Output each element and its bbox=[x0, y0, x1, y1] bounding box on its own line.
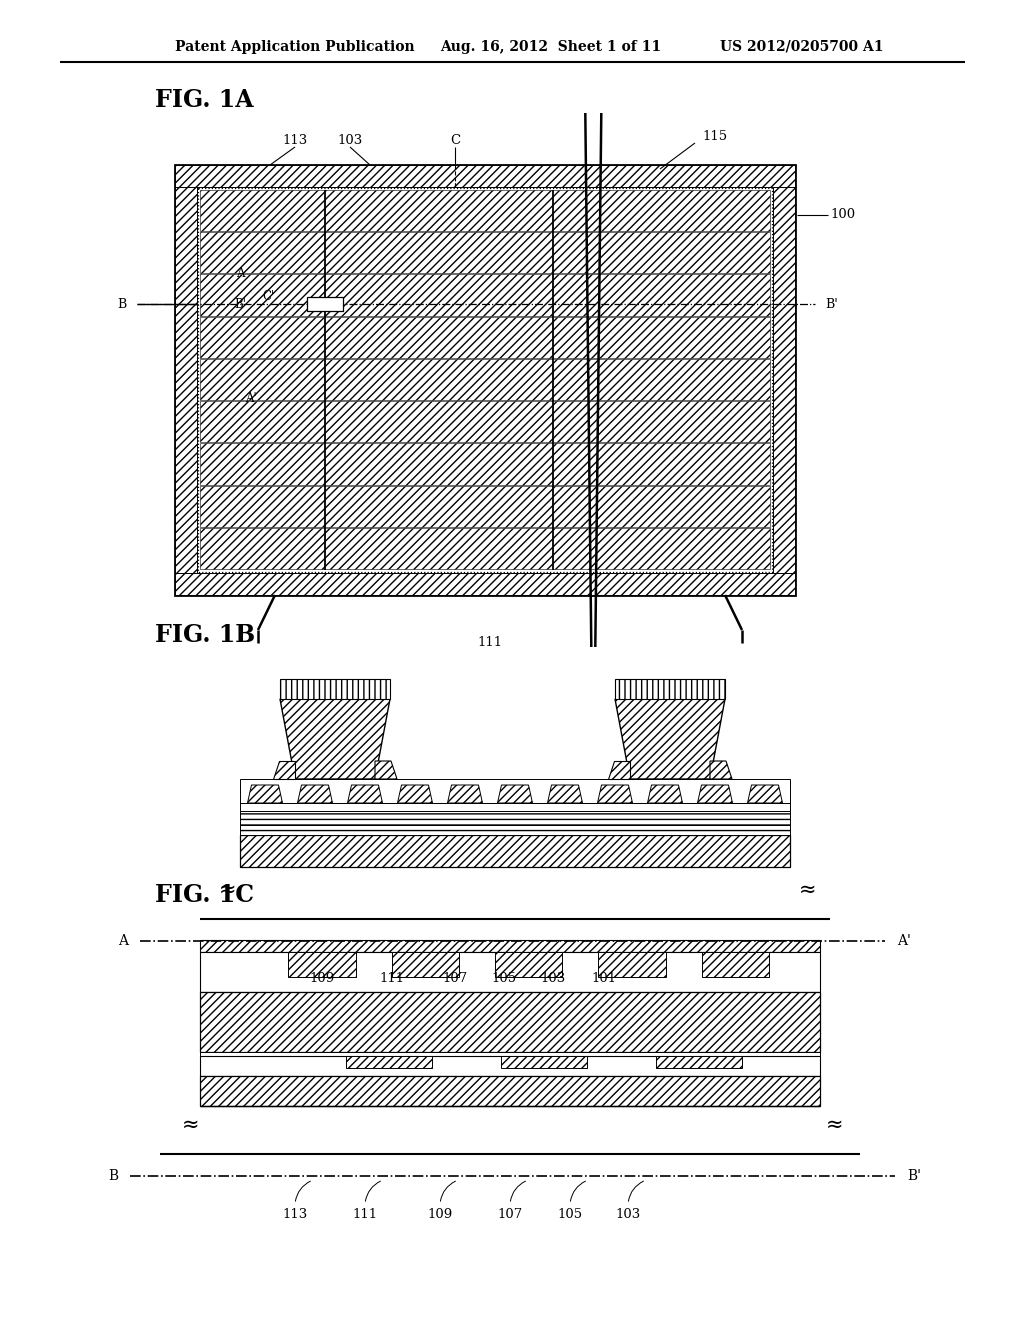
Text: 109: 109 bbox=[309, 973, 335, 986]
Bar bbox=[200, 317, 770, 358]
Bar bbox=[200, 1076, 820, 1106]
Bar bbox=[200, 993, 820, 1052]
Polygon shape bbox=[615, 700, 725, 779]
Bar bbox=[200, 952, 820, 993]
Polygon shape bbox=[273, 762, 295, 779]
Text: $\approx$: $\approx$ bbox=[177, 1114, 199, 1134]
Polygon shape bbox=[298, 785, 333, 803]
Text: 107: 107 bbox=[442, 973, 468, 986]
Bar bbox=[289, 952, 355, 977]
Text: C: C bbox=[450, 133, 460, 147]
Text: 103: 103 bbox=[615, 1208, 641, 1221]
Bar bbox=[240, 825, 790, 836]
Polygon shape bbox=[608, 762, 630, 779]
Bar bbox=[346, 1056, 432, 1068]
Bar bbox=[200, 1056, 820, 1076]
Text: A': A' bbox=[897, 935, 911, 948]
Polygon shape bbox=[447, 785, 482, 803]
Text: FIG. 1A: FIG. 1A bbox=[155, 88, 254, 112]
Bar bbox=[200, 528, 770, 569]
Bar bbox=[200, 940, 820, 952]
Text: $\approx$: $\approx$ bbox=[821, 1114, 843, 1134]
Text: 115: 115 bbox=[702, 131, 728, 144]
Bar bbox=[598, 952, 666, 977]
Text: Aug. 16, 2012  Sheet 1 of 11: Aug. 16, 2012 Sheet 1 of 11 bbox=[440, 40, 662, 54]
Text: 105: 105 bbox=[492, 973, 516, 986]
Polygon shape bbox=[347, 785, 383, 803]
Text: 101: 101 bbox=[592, 973, 616, 986]
Text: $\approx$: $\approx$ bbox=[214, 879, 236, 899]
Bar bbox=[200, 1052, 820, 1056]
Bar bbox=[200, 401, 770, 442]
Bar bbox=[175, 165, 795, 187]
Text: 105: 105 bbox=[557, 1208, 583, 1221]
Bar bbox=[656, 1056, 741, 1068]
Polygon shape bbox=[748, 785, 782, 803]
Text: B: B bbox=[118, 297, 127, 310]
Bar bbox=[175, 165, 795, 595]
Text: 100: 100 bbox=[830, 209, 855, 222]
Text: 113: 113 bbox=[283, 1208, 307, 1221]
Text: 113: 113 bbox=[283, 133, 307, 147]
Text: 103: 103 bbox=[541, 973, 565, 986]
Text: B': B' bbox=[233, 297, 246, 310]
Text: 103: 103 bbox=[337, 133, 362, 147]
Text: $\approx$: $\approx$ bbox=[795, 879, 816, 899]
Bar bbox=[701, 952, 769, 977]
Polygon shape bbox=[280, 700, 390, 779]
Bar bbox=[200, 275, 770, 315]
Text: 107: 107 bbox=[498, 1208, 522, 1221]
Text: A: A bbox=[236, 267, 244, 280]
Bar bbox=[773, 187, 795, 573]
Bar bbox=[502, 1056, 587, 1068]
Text: A: A bbox=[118, 935, 128, 948]
Bar bbox=[495, 952, 562, 977]
Text: C': C' bbox=[262, 290, 274, 302]
Bar bbox=[200, 486, 770, 527]
Bar bbox=[307, 297, 343, 312]
Bar bbox=[280, 678, 390, 700]
Text: Patent Application Publication: Patent Application Publication bbox=[175, 40, 415, 54]
Polygon shape bbox=[710, 762, 732, 779]
Bar bbox=[200, 190, 770, 231]
Polygon shape bbox=[397, 785, 432, 803]
Bar bbox=[240, 779, 790, 803]
Bar bbox=[615, 678, 725, 700]
Text: 111: 111 bbox=[477, 636, 503, 649]
Text: 109: 109 bbox=[427, 1208, 453, 1221]
Text: 111: 111 bbox=[352, 1208, 378, 1221]
Polygon shape bbox=[597, 785, 633, 803]
Bar bbox=[175, 573, 795, 595]
Bar bbox=[240, 836, 790, 867]
Text: FIG. 1B: FIG. 1B bbox=[155, 623, 255, 647]
Bar bbox=[240, 810, 790, 825]
Bar bbox=[198, 187, 772, 572]
Bar bbox=[175, 187, 197, 573]
Bar bbox=[240, 803, 790, 810]
Bar bbox=[200, 359, 770, 400]
Polygon shape bbox=[375, 762, 397, 779]
Text: B': B' bbox=[907, 1170, 921, 1183]
Text: B': B' bbox=[825, 297, 838, 310]
Bar bbox=[392, 952, 459, 977]
Text: FIG. 1C: FIG. 1C bbox=[155, 883, 254, 907]
Text: B: B bbox=[108, 1170, 118, 1183]
Polygon shape bbox=[647, 785, 683, 803]
Text: US 2012/0205700 A1: US 2012/0205700 A1 bbox=[720, 40, 884, 54]
Text: A': A' bbox=[246, 392, 257, 405]
Bar bbox=[200, 444, 770, 484]
Polygon shape bbox=[248, 785, 283, 803]
Text: 111: 111 bbox=[380, 973, 404, 986]
Polygon shape bbox=[697, 785, 732, 803]
Bar bbox=[200, 232, 770, 273]
Polygon shape bbox=[498, 785, 532, 803]
Polygon shape bbox=[548, 785, 583, 803]
